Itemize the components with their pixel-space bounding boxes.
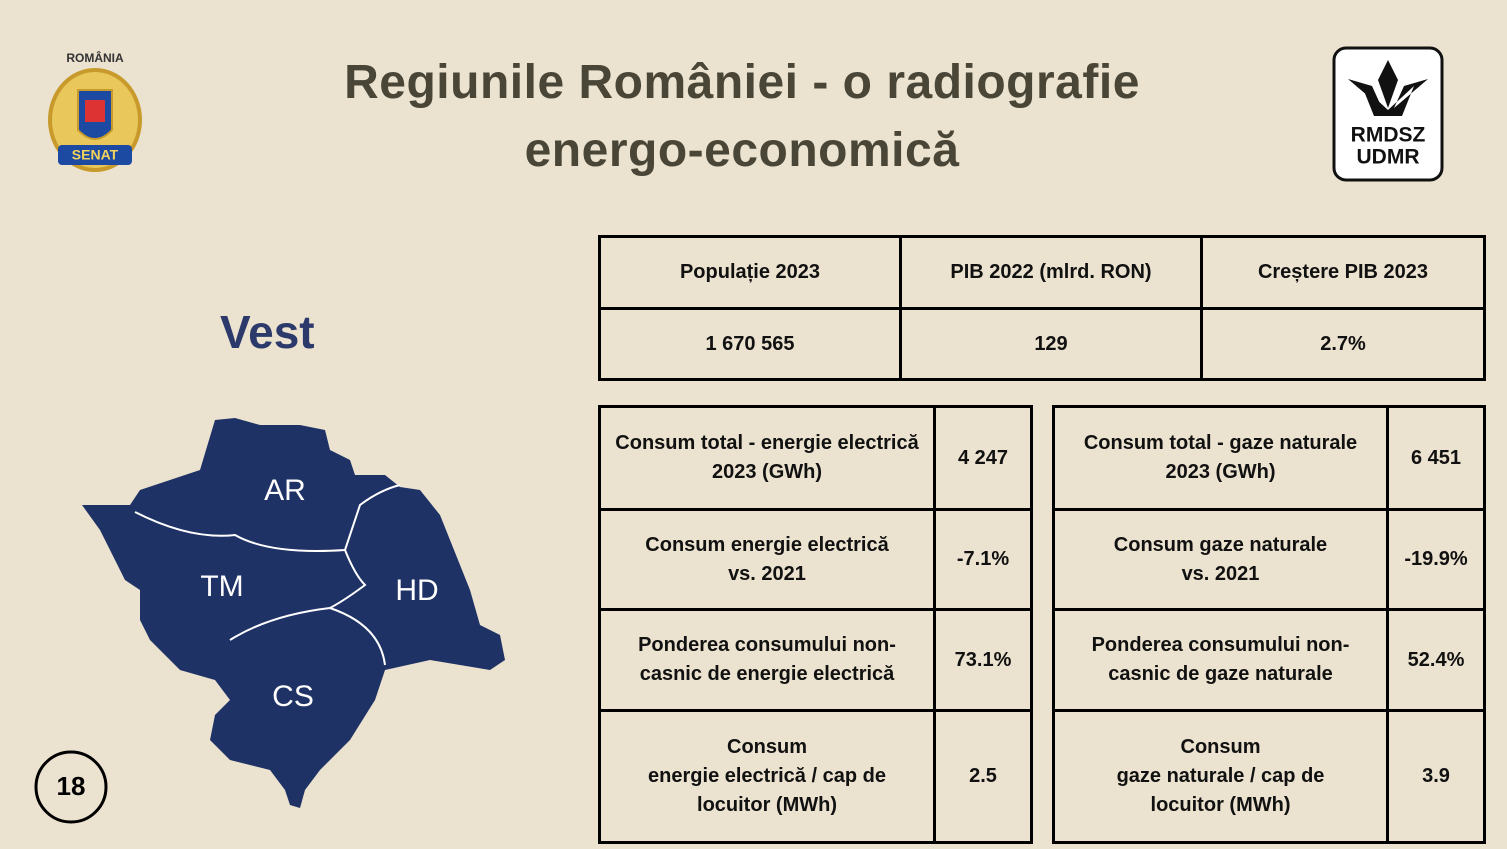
senat-logo: SENAT ROMÂNIA [48,50,142,172]
county-label: AR [264,474,306,507]
label-cell: Consum gaze naturale / cap de locuitor (… [1052,709,1389,844]
table-row: Ponderea consumului non-casnic de gaze n… [1052,608,1486,712]
label-cell: Consum gaze naturale vs. 2021 [1052,508,1389,611]
logo-text: RMDSZ [1351,124,1426,147]
label-cell: Consum total - gaze naturale 2023 (GWh) [1052,405,1389,511]
table-row: Ponderea consumului non-casnic de energi… [598,608,1033,712]
value-cell: 52.4% [1386,608,1486,712]
label-cell: Consum energie electrică / cap de locuit… [598,709,936,844]
table-row: Consum gaze naturale / cap de locuitor (… [1052,709,1486,844]
value-cell: 2.5 [933,709,1033,844]
value-cell: 6 451 [1386,405,1486,511]
label-cell: Ponderea consumului non-casnic de gaze n… [1052,608,1389,712]
logo-text: SENAT [72,147,119,163]
label-cell: Consum total - energie electrică 2023 (G… [598,405,936,511]
table-row: Consum energie electrică vs. 2021 -7.1% [598,508,1033,611]
table-row: Consum total - energie electrică 2023 (G… [598,405,1033,511]
page-number: 18 [57,771,86,801]
region-name: Vest [220,306,315,358]
rmdsz-logo: RMDSZ UDMR [1332,46,1444,182]
table-row: Consum total - gaze naturale 2023 (GWh) 6… [1052,405,1486,511]
logo-text: UDMR [1357,146,1420,169]
map-shape [82,418,505,808]
region-map: AR TM HD CS [82,418,505,808]
page-number-badge: 18 [34,750,108,824]
summary-table: Populație 2023 PIB 2022 (mlrd. RON) Crește… [598,235,1486,381]
electricity-table: Consum total - energie electrică 2023 (G… [598,405,1033,844]
gas-table: Consum total - gaze naturale 2023 (GWh) 6… [1052,405,1486,844]
value-cell: -19.9% [1386,508,1486,611]
label-cell: Consum energie electrică vs. 2021 [598,508,936,611]
value-cell: 1 670 565 [598,307,902,381]
title-line: energo-economică [524,124,960,177]
value-cell: 129 [899,307,1203,381]
county-label: HD [395,574,438,607]
value-cell: 3.9 [1386,709,1486,844]
value-cell: 4 247 [933,405,1033,511]
header-cell: Populație 2023 [598,235,902,310]
title-line: Regiunile României - o radiografie [344,56,1140,109]
header-cell: Creștere PIB 2023 [1200,235,1486,310]
county-label: CS [272,680,314,713]
header-cell: PIB 2022 (mlrd. RON) [899,235,1203,310]
table-row: Consum gaze naturale vs. 2021 -19.9% [1052,508,1486,611]
table-row: Consum energie electrică / cap de locuit… [598,709,1033,844]
county-label: TM [200,570,243,603]
value-cell: 2.7% [1200,307,1486,381]
label-cell: Ponderea consumului non-casnic de energi… [598,608,936,712]
value-cell: -7.1% [933,508,1033,611]
value-cell: 73.1% [933,608,1033,712]
logo-text: ROMÂNIA [66,50,124,65]
